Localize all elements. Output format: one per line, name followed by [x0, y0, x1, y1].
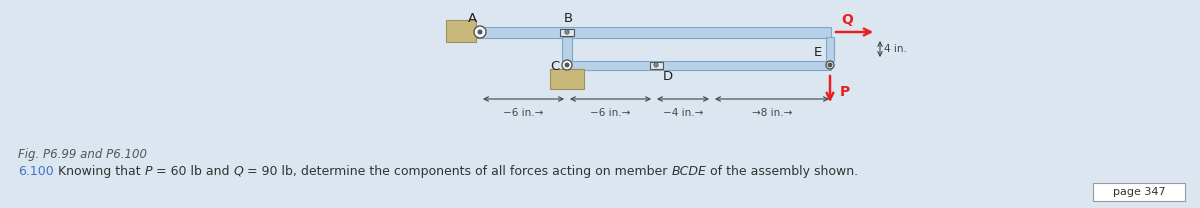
Text: P: P [840, 85, 851, 99]
Text: 4 in.: 4 in. [884, 44, 907, 54]
Circle shape [654, 63, 659, 67]
Text: = 60 lb and: = 60 lb and [152, 165, 233, 178]
Bar [478, 27, 830, 38]
Text: Knowing that: Knowing that [54, 165, 144, 178]
Text: −6 in.→: −6 in.→ [503, 108, 544, 118]
Text: −4 in.→: −4 in.→ [662, 108, 703, 118]
Bar [1093, 183, 1186, 201]
Text: Fig. P6.99 and P6.100: Fig. P6.99 and P6.100 [18, 148, 148, 161]
Text: of the assembly shown.: of the assembly shown. [707, 165, 859, 178]
Circle shape [474, 26, 486, 38]
Text: P: P [144, 165, 152, 178]
Text: →8 in.→: →8 in.→ [752, 108, 792, 118]
Bar [550, 69, 584, 89]
Text: A: A [468, 12, 476, 26]
Circle shape [478, 30, 482, 34]
Text: BCDE: BCDE [672, 165, 707, 178]
Circle shape [565, 30, 569, 34]
Bar [562, 61, 830, 70]
Circle shape [562, 60, 572, 70]
Bar [650, 62, 662, 69]
Circle shape [828, 63, 832, 67]
Text: D: D [662, 71, 673, 83]
Text: −6 in.→: −6 in.→ [590, 108, 631, 118]
Text: 6.100: 6.100 [18, 165, 54, 178]
Bar [560, 29, 574, 36]
Text: B: B [564, 12, 572, 26]
Bar [826, 37, 834, 61]
Circle shape [565, 63, 569, 67]
Text: C: C [551, 61, 559, 73]
Bar [562, 37, 572, 61]
Text: page 347: page 347 [1112, 187, 1165, 197]
Text: Q: Q [233, 165, 244, 178]
Text: E: E [814, 47, 822, 59]
Bar [446, 20, 476, 42]
Text: = 90 lb, determine the components of all forces acting on member: = 90 lb, determine the components of all… [244, 165, 672, 178]
Circle shape [826, 61, 834, 69]
Text: Q: Q [841, 13, 853, 27]
